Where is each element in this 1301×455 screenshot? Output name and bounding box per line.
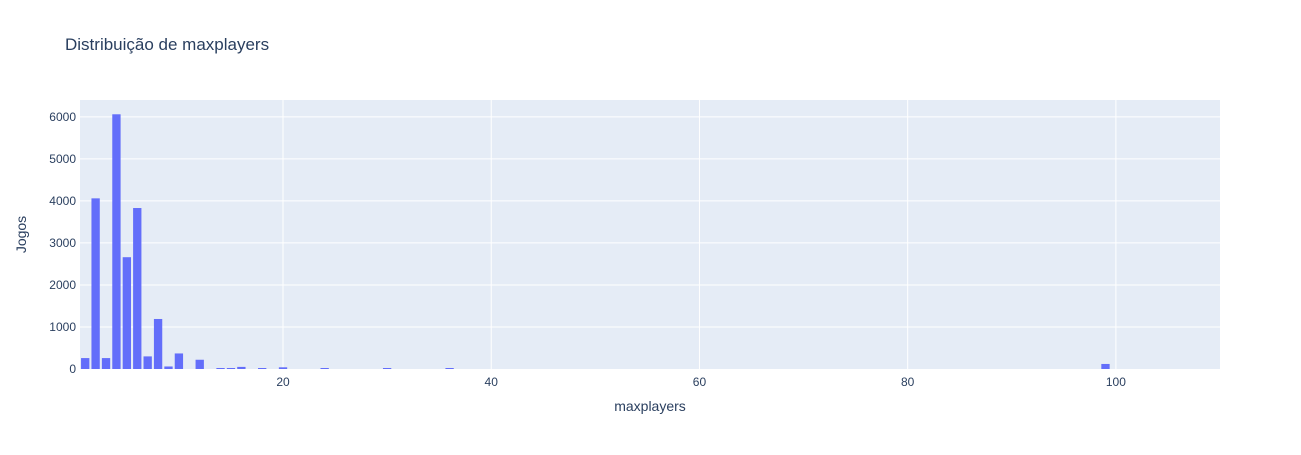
- grid-lines: [80, 100, 1220, 369]
- y-tick-label: 5000: [49, 152, 76, 166]
- y-tick-label: 4000: [49, 194, 76, 208]
- bar[interactable]: [195, 359, 204, 369]
- x-tick-label: 80: [901, 375, 915, 389]
- y-tick-label: 1000: [49, 320, 76, 334]
- bar[interactable]: [445, 368, 454, 369]
- bar[interactable]: [153, 318, 163, 369]
- bar[interactable]: [216, 368, 225, 369]
- bar[interactable]: [164, 366, 173, 369]
- bar[interactable]: [143, 356, 152, 369]
- y-axis-label: Jogos: [13, 216, 29, 253]
- bar[interactable]: [122, 257, 132, 369]
- bar[interactable]: [91, 198, 100, 369]
- x-axis-ticks: 20 40 60 80 100: [276, 375, 1126, 389]
- bar[interactable]: [320, 368, 329, 369]
- bar[interactable]: [81, 358, 90, 369]
- bar[interactable]: [112, 114, 121, 370]
- bar[interactable]: [258, 368, 267, 369]
- y-tick-label: 3000: [49, 236, 76, 250]
- y-tick-label: 6000: [49, 110, 76, 124]
- bar[interactable]: [382, 368, 392, 369]
- y-tick-label: 2000: [49, 278, 76, 292]
- bar[interactable]: [101, 358, 111, 369]
- bars: [81, 114, 1110, 370]
- bar[interactable]: [226, 368, 236, 369]
- plot-area: [80, 100, 1220, 369]
- bar[interactable]: [174, 353, 184, 369]
- x-tick-label: 100: [1106, 375, 1126, 389]
- y-tick-label: 0: [69, 362, 76, 376]
- y-axis-ticks: 0 1000 2000 3000 4000 5000 6000: [49, 110, 76, 376]
- x-tick-label: 40: [485, 375, 499, 389]
- x-tick-label: 60: [693, 375, 707, 389]
- x-tick-label: 20: [276, 375, 290, 389]
- bar[interactable]: [278, 367, 288, 369]
- bar[interactable]: [1101, 363, 1110, 369]
- bar[interactable]: [133, 208, 142, 369]
- bar[interactable]: [237, 366, 246, 369]
- chart-title: Distribuição de maxplayers: [65, 35, 269, 54]
- x-axis-label: maxplayers: [614, 398, 686, 414]
